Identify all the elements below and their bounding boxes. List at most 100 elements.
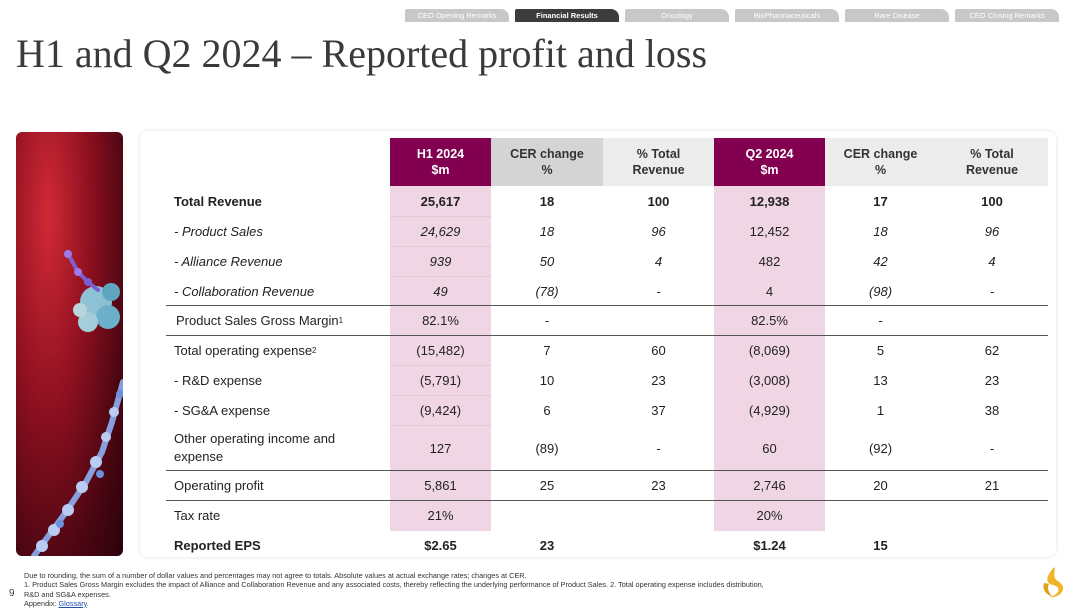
- cell-pct2: 4: [988, 254, 996, 269]
- table-row: Total operating expense 2 (15,482) 7 60 (…: [166, 336, 1048, 365]
- cell-cer1: 23: [539, 537, 555, 553]
- cell-cer2: 1: [876, 403, 885, 418]
- row-separator: [390, 216, 491, 217]
- cell-h1: 49: [433, 283, 448, 299]
- cell-q2: (3,008): [748, 373, 791, 388]
- cell-cer2: 18: [873, 224, 888, 239]
- page-title: H1 and Q2 2024 – Reported profit and los…: [16, 31, 708, 76]
- cell-cer2: 17: [873, 194, 888, 209]
- cell-cer1: (78): [535, 283, 559, 299]
- table-row: - Collaboration Revenue 49 (78) - 4 (98)…: [166, 277, 1048, 305]
- table-row: Reported EPS $2.65 23 $1.24 15: [166, 531, 1048, 559]
- molecule-image: [16, 132, 123, 556]
- astrazeneca-logo-icon: [1040, 565, 1068, 604]
- cell-cer1: 10: [539, 373, 555, 388]
- cell-q2: 482: [758, 254, 781, 269]
- row-separator: [390, 276, 491, 277]
- row-label-text: Total operating expense: [174, 343, 313, 358]
- tab-rare-disease[interactable]: Rare Disease: [845, 9, 949, 22]
- h1-column-band: [390, 186, 491, 531]
- cell-pct1: 96: [651, 224, 666, 239]
- cell-cer1: (89): [535, 440, 559, 456]
- cell-q2: 20%: [756, 508, 783, 523]
- row-label: Total operating expense 2: [174, 343, 317, 358]
- table-row: - R&D expense (5,791) 10 23 (3,008) 13 2…: [166, 366, 1048, 395]
- cell-pct2: [936, 501, 1048, 530]
- cell-pct1: 23: [651, 373, 666, 388]
- cell-q2: (4,929): [748, 403, 791, 418]
- cell-q2: 60: [762, 440, 777, 456]
- cell-pct2: 96: [984, 224, 1000, 239]
- cell-h1: 25,617: [420, 194, 461, 209]
- tab-financial-results[interactable]: Financial Results: [515, 9, 619, 22]
- profit-loss-table: H1 2024 $m CER change % % Total Revenue …: [140, 131, 1056, 557]
- cell-h1: 24,629: [420, 224, 461, 239]
- cell-q2: 2,746: [753, 478, 786, 493]
- row-label-line1: Other operating income and: [174, 431, 336, 446]
- header-pct1-line2: Revenue: [632, 163, 685, 177]
- row-label-line2: expense: [174, 449, 224, 464]
- cell-pct2: 38: [984, 403, 1000, 418]
- cell-pct1: -: [656, 440, 661, 456]
- glossary-link[interactable]: Glossary: [58, 598, 87, 608]
- appendix-label: Appendix:: [24, 598, 57, 608]
- header-cer-change-h1: CER change %: [491, 138, 603, 186]
- divider: [166, 305, 1048, 306]
- table-row: Product Sales Gross Margin 1 82.1% - 82.5…: [166, 306, 1048, 335]
- table-row: Other operating income and expense 127 (…: [166, 426, 1048, 470]
- appendix-line: Appendix: Glossary.: [24, 599, 904, 608]
- row-label: Total Revenue: [174, 194, 262, 209]
- cell-q2: 4: [765, 283, 774, 299]
- header-cer1-line2: %: [541, 163, 553, 177]
- cell-cer2: [825, 501, 936, 530]
- header-pct-total-h1: % Total Revenue: [603, 138, 714, 186]
- cell-pct1: 100: [647, 194, 670, 209]
- cell-pct2: -: [989, 440, 995, 456]
- header-pct1-line1: % Total: [636, 147, 681, 161]
- row-label: - Collaboration Revenue: [174, 283, 315, 299]
- footnote-line: Due to rounding, the sum of a number of …: [24, 571, 527, 580]
- tab-biopharmaceuticals[interactable]: BioPharmaceuticals: [735, 9, 839, 22]
- cell-q2: (8,069): [748, 343, 791, 358]
- table-row: - Product Sales 24,629 18 96 12,452 18 9…: [166, 217, 1048, 246]
- divider: [166, 470, 1048, 471]
- header-q2-2024: Q2 2024 $m: [714, 138, 825, 186]
- cell-cer2: -: [878, 313, 883, 328]
- cell-q2: 12,452: [749, 224, 790, 239]
- header-h1-line2: $m: [431, 163, 450, 177]
- header-cer2-line2: %: [874, 163, 887, 177]
- section-navigation: CEO Opening Remarks Financial Results On…: [405, 9, 1059, 22]
- appendix-end: .: [86, 598, 89, 608]
- tab-oncology[interactable]: Oncology: [625, 9, 729, 22]
- cell-pct2: 100: [981, 194, 1003, 209]
- header-cer1-line1: CER change: [510, 147, 584, 161]
- cell-pct1: -: [656, 283, 661, 299]
- tab-ceo-closing-remarks[interactable]: CEO Closing Remarks: [955, 9, 1059, 22]
- row-label: - Product Sales: [174, 224, 263, 239]
- cell-cer2: 5: [876, 343, 885, 358]
- cell-pct2: 62: [984, 343, 1000, 358]
- cell-pct1: 37: [651, 403, 666, 418]
- row-label-text: Product Sales Gross Margin: [176, 313, 339, 328]
- table-row: - SG&A expense (9,424) 6 37 (4,929) 1 38: [166, 396, 1048, 425]
- divider: [166, 335, 1048, 336]
- header-h1-line1: H1 2024: [416, 147, 465, 161]
- cell-h1: (5,791): [419, 373, 462, 388]
- cell-cer1: 6: [543, 403, 551, 418]
- cell-q2: 12,938: [749, 194, 790, 209]
- cell-cer1: [491, 501, 603, 530]
- row-label: Other operating income and expense: [174, 426, 335, 470]
- cell-cer1: 18: [539, 194, 555, 209]
- header-q2-line2: $m: [760, 163, 779, 177]
- cell-pct1: [603, 306, 714, 335]
- row-label: - R&D expense: [174, 373, 263, 388]
- cell-cer2: 15: [873, 537, 888, 553]
- row-label: Operating profit: [174, 478, 264, 493]
- cell-cer1: 7: [543, 343, 551, 358]
- cell-q2: $1.24: [753, 537, 786, 553]
- footnotes: Due to rounding, the sum of a number of …: [24, 571, 904, 608]
- tab-ceo-opening-remarks[interactable]: CEO Opening Remarks: [405, 9, 509, 22]
- table-row: - Alliance Revenue 939 50 4 482 42 4: [166, 247, 1048, 276]
- header-cer2-line1: CER change: [843, 147, 918, 161]
- cell-pct1: [603, 501, 714, 530]
